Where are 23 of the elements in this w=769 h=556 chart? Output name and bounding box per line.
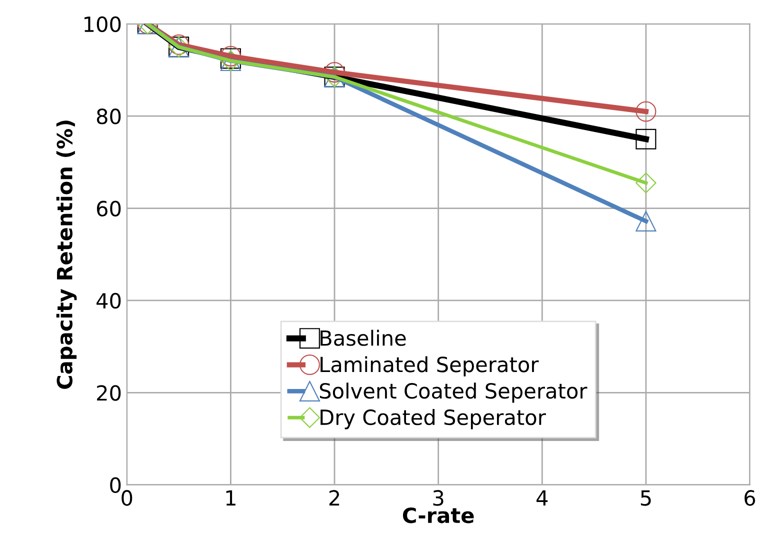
legend-label: Dry Coated Seperator <box>320 409 546 430</box>
y-tick-label: 40 <box>96 292 121 309</box>
y-tick-label: 60 <box>96 200 121 216</box>
point <box>636 210 656 232</box>
x-tick-label: 0 <box>122 490 132 506</box>
x-axis-title: C-rate <box>402 507 474 524</box>
x-tick-label: 3 <box>433 490 444 506</box>
point <box>636 172 656 194</box>
x-tick-label: 4 <box>536 490 548 506</box>
x-tick-label: 6 <box>744 490 756 506</box>
y-tick-label: 0 <box>110 477 121 494</box>
legend-label: Solvent Coated Seperator <box>320 382 588 403</box>
y-axis-title: Capacity Retention (%) <box>56 120 77 389</box>
y-tick-label: 80 <box>96 108 121 124</box>
x-tick-label: 2 <box>329 490 340 506</box>
x-tick-label: 5 <box>640 490 651 506</box>
y-tick-label: 20 <box>97 385 121 401</box>
x-tick-label: 1 <box>226 490 236 506</box>
legend-label: Baseline <box>320 330 406 346</box>
point <box>636 101 656 122</box>
legend-label: Laminated Seperator <box>320 356 539 376</box>
y-tick-label: 100 <box>84 16 121 32</box>
point <box>636 128 656 150</box>
